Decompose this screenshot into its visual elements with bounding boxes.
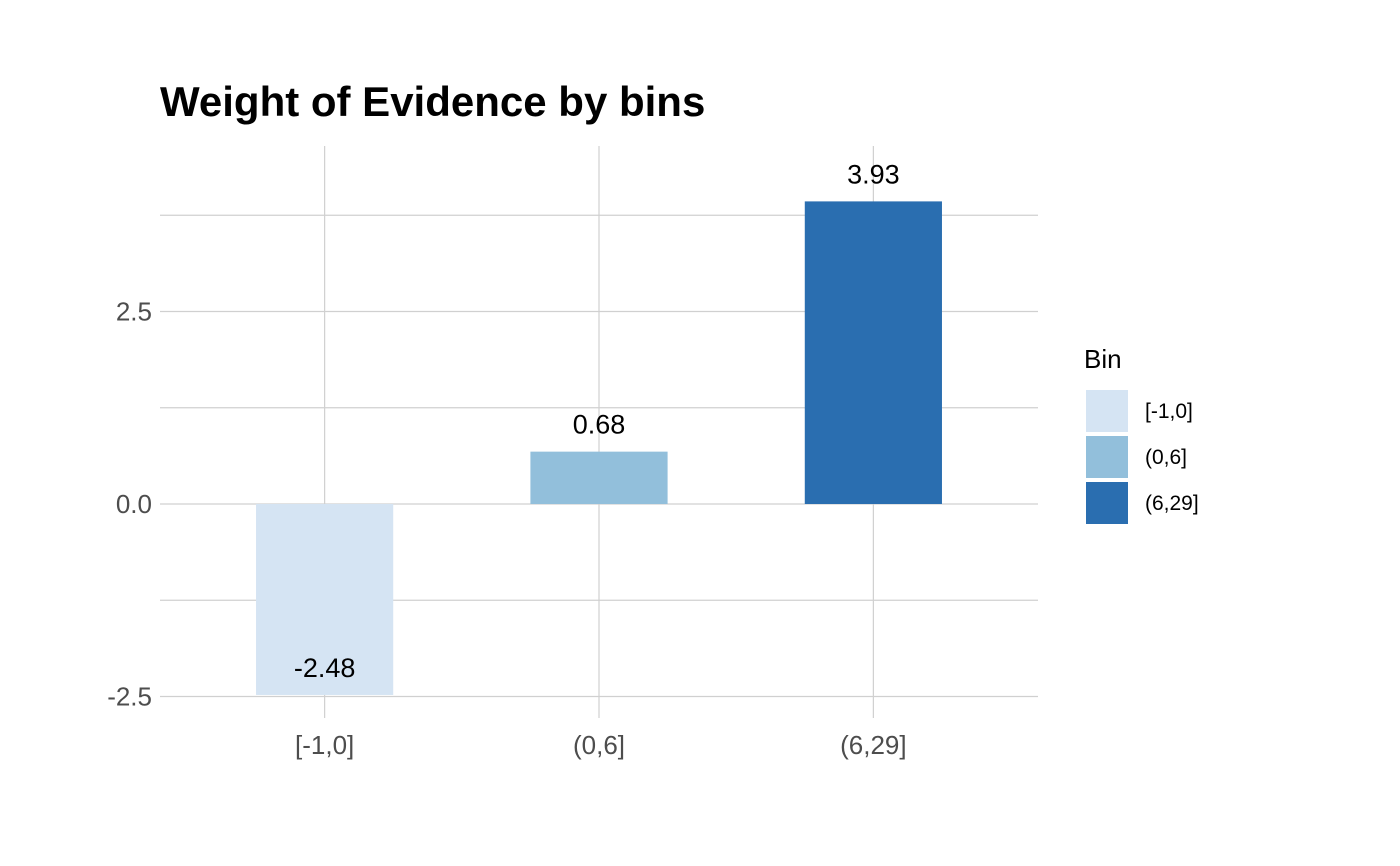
legend-label: (0,6] xyxy=(1145,446,1187,469)
x-tick-label: (6,29] xyxy=(840,730,907,760)
data-label: 3.93 xyxy=(847,159,900,189)
chart-title: Weight of Evidence by bins xyxy=(160,78,705,125)
bar xyxy=(530,451,668,504)
legend-title: Bin xyxy=(1084,344,1122,374)
x-tick-label: (0,6] xyxy=(573,730,625,760)
x-tick-label: [-1,0] xyxy=(295,730,354,760)
legend-key xyxy=(1086,436,1128,478)
legend-key xyxy=(1086,390,1128,432)
data-labels: -2.48 0.68 3.93 xyxy=(294,159,900,683)
legend-key xyxy=(1086,482,1128,524)
y-tick-label: 0.0 xyxy=(116,489,152,519)
x-axis-ticks: [-1,0] (0,6] (6,29] xyxy=(295,730,907,760)
legend: Bin [-1,0] (0,6] (6,29] xyxy=(1084,344,1199,524)
data-label: 0.68 xyxy=(573,410,626,440)
y-axis-ticks: -2.5 0.0 2.5 xyxy=(107,297,152,712)
legend-label: [-1,0] xyxy=(1145,400,1193,423)
y-tick-label: 2.5 xyxy=(116,297,152,327)
bar xyxy=(256,504,394,695)
legend-label: (6,29] xyxy=(1145,492,1199,515)
y-tick-label: -2.5 xyxy=(107,682,152,712)
data-label: -2.48 xyxy=(294,653,356,683)
bar xyxy=(804,201,942,504)
bars xyxy=(256,201,942,695)
